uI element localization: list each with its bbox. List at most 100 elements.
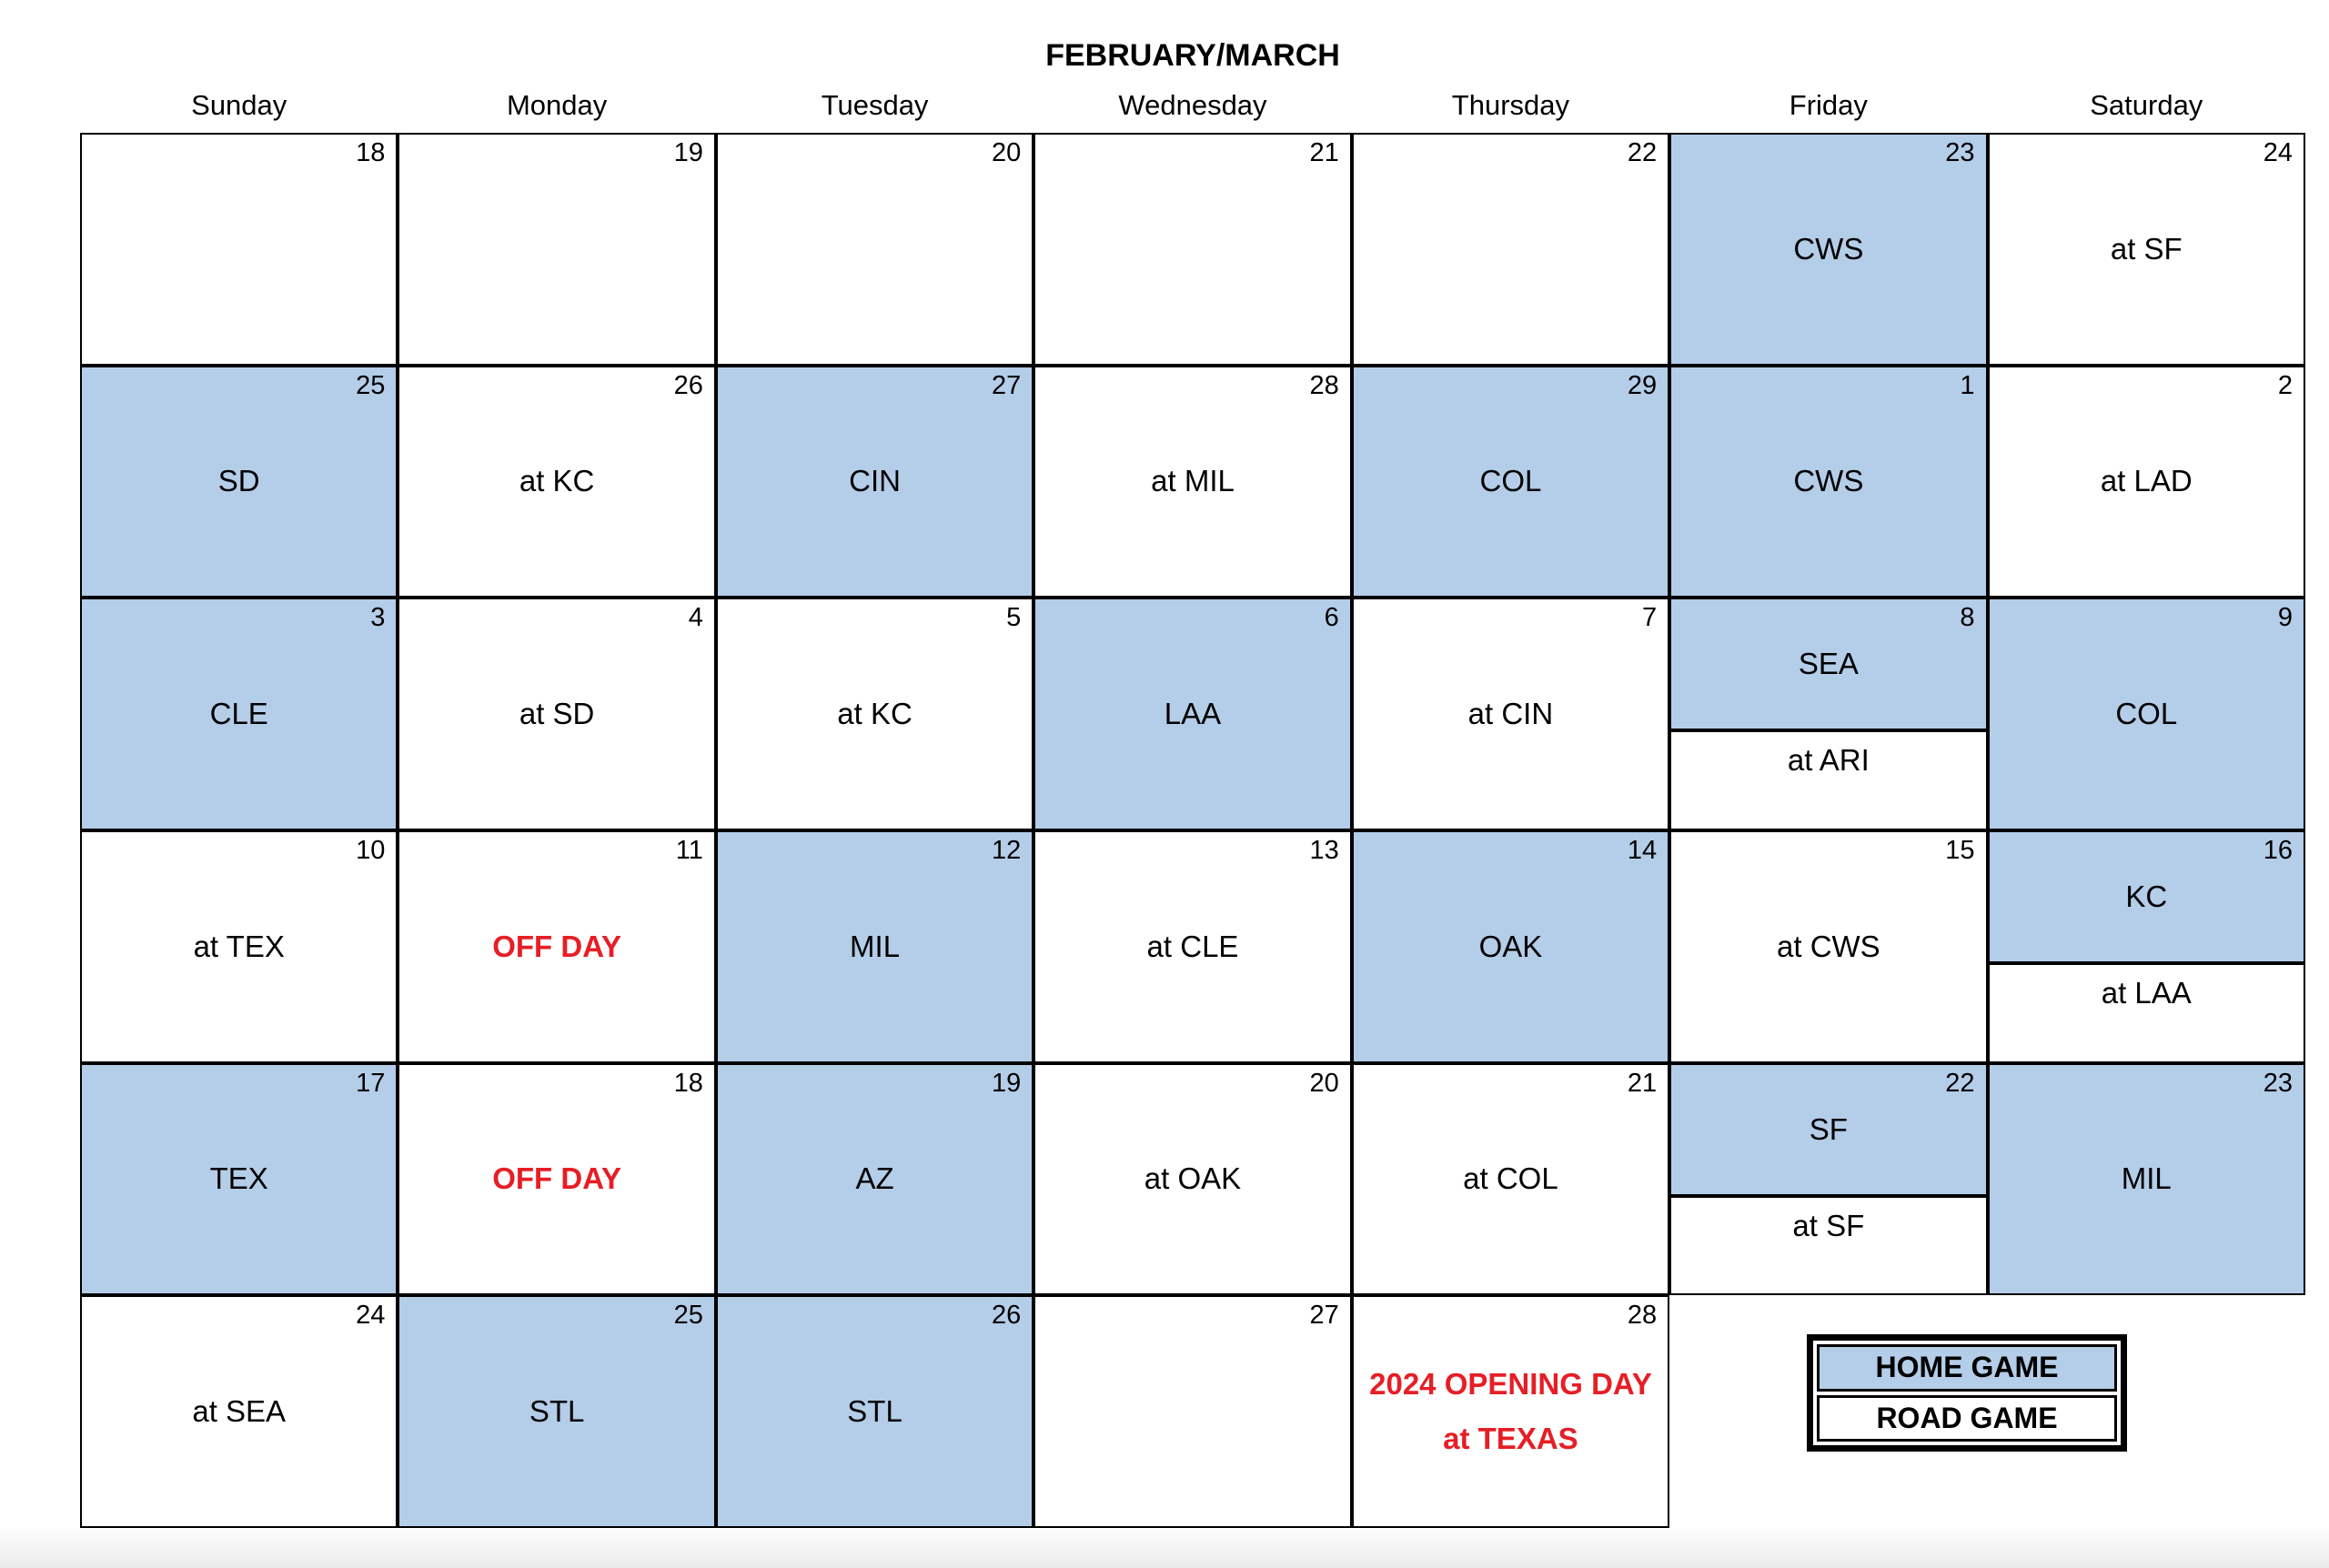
calendar-cell-off-day: 11 OFF DAY — [398, 830, 716, 1063]
day-header-thursday: Thursday — [1451, 89, 1570, 121]
calendar-cell-home-game: 23 CWS — [1669, 133, 1988, 366]
calendar-cell-home-game: 26 STL — [715, 1295, 1034, 1528]
calendar-cell-road-game: 13 at CLE — [1033, 830, 1352, 1063]
day-header-row: Sunday Monday Tuesday Wednesday Thursday… — [80, 89, 2305, 122]
date-number: 4 — [688, 603, 703, 633]
game-label: SF — [1809, 1111, 1848, 1146]
game-label: STL — [847, 1394, 902, 1429]
game-label: at MIL — [1151, 464, 1235, 498]
calendar-cell-road-game: 10 at TEX — [80, 830, 398, 1063]
calendar-cell-home-game: 3 CLE — [80, 598, 398, 830]
calendar-cell-road-game: 7 at CIN — [1351, 598, 1670, 830]
date-number: 29 — [1627, 370, 1658, 400]
calendar-cell-home-game: 23 MIL — [1987, 1062, 2305, 1296]
home-game-subcell: 8 SEA — [1671, 599, 1986, 733]
date-number: 15 — [1945, 836, 1975, 865]
calendar-cell-home-game: 25 SD — [80, 365, 398, 598]
date-number: 22 — [1627, 138, 1658, 167]
calendar-cell-split-game: 22 SF at SF — [1669, 1062, 1988, 1296]
date-number: 22 — [1945, 1068, 1975, 1098]
date-number: 25 — [356, 370, 386, 400]
date-number: 21 — [1309, 138, 1339, 167]
legend-road-game: ROAD GAME — [1817, 1394, 2117, 1442]
date-number: 26 — [673, 370, 703, 400]
date-number: 19 — [673, 138, 703, 167]
legend-home-label: HOME GAME — [1875, 1351, 2059, 1384]
game-label: CIN — [849, 464, 901, 498]
opening-day-line1: 2024 OPENING DAY — [1369, 1367, 1652, 1402]
date-number: 24 — [356, 1301, 386, 1331]
date-number: 24 — [2263, 138, 2293, 167]
date-number: 6 — [1324, 603, 1339, 633]
date-number: 11 — [675, 836, 703, 865]
legend-home-game: HOME GAME — [1817, 1344, 2117, 1392]
calendar-cell-home-game: 14 OAK — [1351, 830, 1670, 1063]
calendar-cell-road-game: 24 at SF — [1987, 133, 2305, 366]
calendar-cell-road-game: 4 at SD — [398, 598, 716, 830]
date-number: 27 — [1309, 1301, 1339, 1331]
game-label: at CWS — [1777, 929, 1880, 963]
off-day-label: OFF DAY — [492, 1161, 622, 1196]
calendar-cell-home-game: 1 CWS — [1669, 365, 1988, 598]
legend-road-label: ROAD GAME — [1876, 1401, 2058, 1434]
date-number: 18 — [673, 1068, 703, 1098]
calendar-cell-road-game: 5 at KC — [715, 598, 1034, 830]
game-label: LAA — [1164, 697, 1222, 731]
calendar-cell-split-game: 16 KC at LAA — [1987, 830, 2305, 1063]
calendar-cell-home-game: 9 COL — [1987, 598, 2305, 830]
date-number: 12 — [992, 836, 1022, 865]
game-label: KC — [2125, 879, 2168, 913]
off-day-label: OFF DAY — [492, 929, 622, 963]
game-label: at COL — [1463, 1161, 1558, 1196]
game-label: TEX — [209, 1161, 268, 1196]
game-label: at OAK — [1144, 1161, 1242, 1196]
date-number: 23 — [2263, 1068, 2293, 1098]
page-bottom-edge — [0, 1528, 2329, 1568]
calendar: 18 19 20 21 22 23 CWS 24 at SF 25 SD 26 at K… — [80, 133, 2305, 1528]
date-number: 23 — [1945, 138, 1975, 167]
date-number: 28 — [1309, 370, 1339, 400]
game-label: at ARI — [1787, 743, 1870, 778]
calendar-cell: 27 — [1033, 1295, 1352, 1528]
home-game-subcell: 16 KC — [1989, 832, 2304, 965]
date-number: 8 — [1960, 603, 1975, 633]
calendar-cell-split-game: 8 SEA at ARI — [1669, 598, 1988, 830]
game-label: CWS — [1793, 464, 1864, 498]
calendar-cell-road-game: 2 at LAD — [1987, 365, 2305, 598]
game-label: at TEX — [193, 929, 285, 963]
opening-day-note: 2024 OPENING DAY at TEXAS — [1354, 1367, 1668, 1456]
date-number: 1 — [1960, 370, 1975, 400]
road-game-subcell: at SF — [1671, 1197, 1986, 1294]
date-number: 7 — [1642, 603, 1658, 633]
calendar-cell: 19 — [398, 133, 716, 366]
road-game-subcell: at LAA — [1989, 964, 2304, 1061]
game-label: SD — [217, 464, 260, 498]
date-number: 19 — [992, 1068, 1022, 1098]
game-label: at KC — [519, 464, 595, 498]
game-label: at KC — [837, 697, 912, 731]
game-label: at LAA — [2101, 975, 2192, 1010]
day-header-sunday: Sunday — [191, 89, 287, 121]
date-number: 18 — [356, 138, 386, 167]
legend: HOME GAME ROAD GAME — [1807, 1334, 2127, 1452]
game-label: CWS — [1793, 231, 1864, 266]
calendar-title: FEBRUARY/MARCH — [1045, 38, 1340, 73]
date-number: 20 — [1309, 1068, 1339, 1098]
calendar-cell-opening-day: 28 2024 OPENING DAY at TEXAS — [1351, 1295, 1670, 1528]
calendar-cell: 21 — [1033, 133, 1352, 366]
game-label: at SD — [519, 697, 595, 731]
date-number: 10 — [356, 836, 386, 865]
date-number: 2 — [2277, 370, 2293, 400]
day-header-friday: Friday — [1789, 89, 1868, 121]
calendar-cell-road-game: 26 at KC — [398, 365, 716, 598]
date-number: 21 — [1627, 1068, 1658, 1098]
date-number: 9 — [2277, 603, 2293, 633]
game-label: CLE — [209, 697, 268, 731]
road-game-subcell: at ARI — [1671, 732, 1986, 829]
game-label: at SF — [1792, 1208, 1865, 1242]
day-header-saturday: Saturday — [2090, 89, 2203, 121]
calendar-cell-home-game: 12 MIL — [715, 830, 1034, 1063]
calendar-grid: 18 19 20 21 22 23 CWS 24 at SF 25 SD 26 at K… — [80, 133, 2305, 1528]
calendar-cell-home-game: 29 COL — [1351, 365, 1670, 598]
game-label: STL — [529, 1394, 585, 1429]
